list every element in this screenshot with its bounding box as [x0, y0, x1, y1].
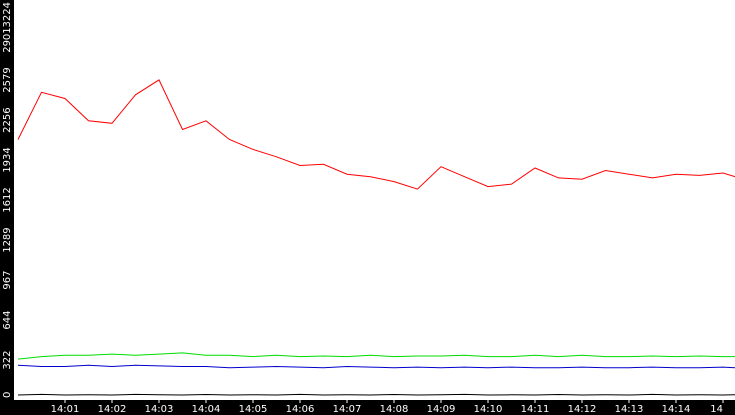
x-tick-label: 14:12 — [568, 404, 597, 415]
y-tick-label: 3224 — [2, 2, 13, 27]
series-line-4 — [17, 393, 735, 396]
x-tick-label: 14:14 — [662, 404, 691, 415]
y-tick-label: 2256 — [2, 107, 13, 132]
x-tick-label: 14:05 — [239, 404, 268, 415]
x-axis-band — [0, 400, 735, 415]
x-axis-ticks: 14:01 14:02 14:03 14:04 14:05 14:06 14:07 14:08… — [51, 400, 724, 415]
y-tick-label: 1289 — [2, 227, 13, 252]
series-layer — [17, 79, 735, 396]
y-tick-label: 1934 — [2, 147, 13, 172]
x-tick-label: 14:09 — [427, 404, 456, 415]
y-tick-label: 967 — [2, 270, 13, 289]
y-tick-label: 644 — [2, 311, 13, 330]
x-tick-label: 14:13 — [615, 404, 644, 415]
x-tick-label: 14:08 — [380, 404, 409, 415]
y-tick-label: 2901 — [2, 27, 13, 52]
x-tick-label: 14:04 — [192, 404, 221, 415]
y-tick-label: 2579 — [2, 67, 13, 92]
y-tick-label: 1612 — [2, 187, 13, 212]
y-tick-label: 0 — [2, 392, 13, 398]
series-line-2 — [17, 352, 735, 360]
x-tick-label: 14:07 — [333, 404, 362, 415]
series-line-3 — [17, 364, 735, 369]
x-tick-label: 14:10 — [474, 404, 503, 415]
x-tick-label: 14 — [710, 404, 723, 415]
x-tick-label: 14:03 — [145, 404, 174, 415]
series-line-1 — [17, 79, 735, 190]
x-tick-label: 14:06 — [286, 404, 315, 415]
x-tick-label: 14:11 — [521, 404, 550, 415]
y-axis-band — [0, 0, 14, 415]
y-tick-label: 322 — [2, 351, 13, 370]
x-tick-label: 14:02 — [98, 404, 127, 415]
x-tick-label: 14:01 — [51, 404, 80, 415]
plot-area — [14, 0, 735, 400]
